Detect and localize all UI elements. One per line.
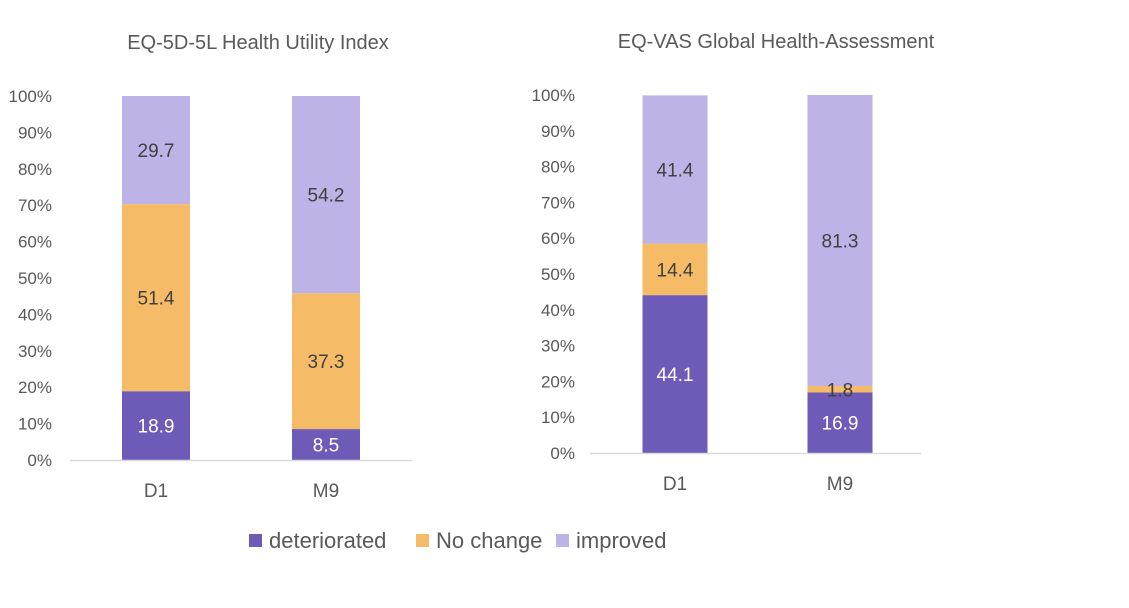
legend-label: deteriorated [269, 528, 386, 553]
data-label: 81.3 [822, 232, 859, 253]
y-tick-label: 20% [541, 372, 575, 391]
data-label: 41.4 [657, 160, 694, 181]
y-tick-label: 80% [18, 160, 52, 179]
data-label: 54.2 [308, 186, 345, 207]
y-tick-label: 90% [18, 123, 52, 142]
bar-segment-deteriorated [807, 392, 873, 453]
data-label: 1.8 [827, 380, 853, 401]
y-tick-label: 40% [18, 305, 52, 324]
legend-label: improved [576, 528, 666, 553]
y-tick-label: 70% [18, 196, 52, 215]
data-label: 37.3 [308, 352, 345, 373]
y-tick-label: 70% [541, 193, 575, 212]
bar-segment-no-change [642, 243, 708, 296]
y-tick-label: 0% [27, 451, 52, 470]
y-tick-label: 20% [18, 378, 52, 397]
x-tick-label: D1 [663, 474, 687, 495]
y-tick-label: 80% [541, 158, 575, 177]
y-tick-label: 90% [541, 122, 575, 141]
legend-swatch [249, 534, 262, 547]
data-label: 8.5 [313, 436, 339, 457]
chart-eq5d: EQ-5D-5L Health Utility Index 0% 10% 20% 30… [9, 32, 412, 502]
legend-swatch [416, 534, 429, 547]
x-tick-label: D1 [144, 481, 168, 502]
data-label: 29.7 [138, 141, 175, 162]
bar-segment-improved [642, 95, 708, 244]
y-tick-label: 30% [18, 342, 52, 361]
x-tick-label: M9 [827, 474, 853, 495]
bar-segment-no-change [807, 386, 873, 393]
bar-segment-deteriorated [292, 429, 360, 460]
data-label: 51.4 [138, 289, 175, 310]
bar-segment-improved [807, 95, 873, 387]
bar-segment-improved [122, 96, 190, 205]
data-label: 44.1 [657, 365, 694, 386]
chart-eqvas: EQ-VAS Global Health-Assessment 0% 10% 20%… [532, 31, 935, 495]
bar-segment-no-change [122, 204, 190, 392]
y-tick-label: 60% [541, 229, 575, 248]
y-tick-label: 50% [541, 265, 575, 284]
y-tick-label: 10% [18, 415, 52, 434]
data-label: 16.9 [822, 414, 859, 435]
y-tick-label: 60% [18, 233, 52, 252]
chart-title: EQ-VAS Global Health-Assessment [618, 31, 935, 53]
y-tick-label: 100% [9, 87, 52, 106]
legend-swatch [556, 534, 569, 547]
y-tick-label: 50% [18, 269, 52, 288]
bar-segment-deteriorated [642, 295, 708, 453]
legend: deteriorated No change improved [249, 528, 666, 553]
x-tick-label: M9 [313, 481, 339, 502]
data-label: 18.9 [138, 417, 175, 438]
y-tick-label: 100% [532, 86, 575, 105]
y-tick-label: 30% [541, 337, 575, 356]
data-label: 14.4 [657, 260, 694, 281]
y-tick-label: 0% [550, 444, 575, 463]
chart-title: EQ-5D-5L Health Utility Index [127, 32, 389, 54]
y-tick-label: 40% [541, 301, 575, 320]
y-tick-label: 10% [541, 408, 575, 427]
bar-segment-deteriorated [122, 391, 190, 460]
bar-segment-no-change [292, 293, 360, 430]
bar-segment-improved [292, 96, 360, 294]
legend-label: No change [436, 528, 542, 553]
